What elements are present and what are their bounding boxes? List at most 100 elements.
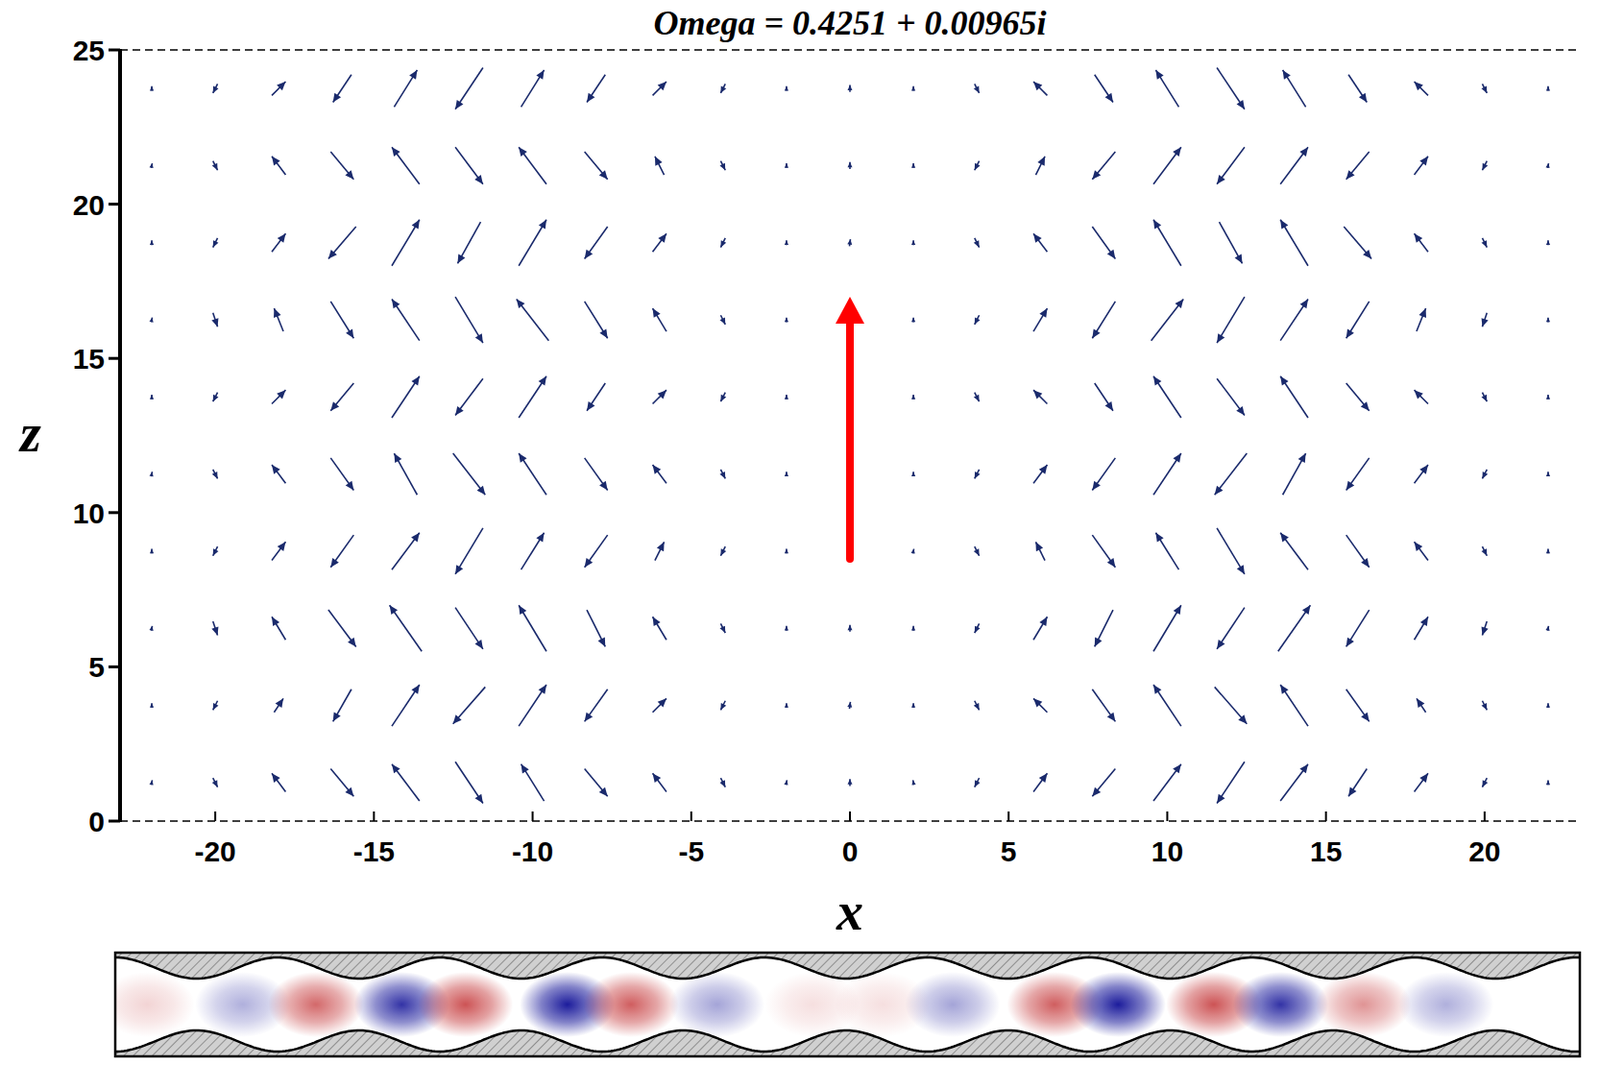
vector <box>784 471 789 477</box>
vector <box>973 392 980 403</box>
vector-shaft <box>1033 233 1047 252</box>
vector <box>1414 616 1429 640</box>
vector <box>393 70 417 107</box>
vector <box>1481 701 1488 711</box>
vector-head <box>784 394 789 400</box>
vector <box>1216 761 1245 803</box>
vector-head <box>1236 406 1245 416</box>
vector-shaft <box>1214 686 1248 724</box>
vector-head <box>1546 394 1551 400</box>
vector <box>1481 392 1488 403</box>
vector-head <box>1175 298 1185 309</box>
vector-shaft <box>1033 698 1047 712</box>
vector-shaft <box>1091 458 1116 491</box>
vector-head <box>848 778 853 785</box>
vector-head <box>455 99 463 110</box>
vector <box>1153 219 1182 267</box>
x-tick <box>532 811 534 822</box>
contour-blob <box>904 971 1000 1038</box>
vector <box>653 773 667 792</box>
vector <box>149 240 154 245</box>
vector <box>584 458 608 491</box>
vector-shaft <box>1346 609 1370 647</box>
vector-head <box>1283 70 1291 80</box>
vector <box>211 621 219 635</box>
vector-shaft <box>1094 609 1114 647</box>
vector-head <box>475 794 484 804</box>
vector-head <box>974 163 981 170</box>
vector-head <box>475 639 484 650</box>
vector <box>1414 541 1429 560</box>
vector <box>455 761 484 803</box>
x-tick <box>848 811 851 822</box>
vector-head <box>1107 249 1116 260</box>
vector-shaft <box>1343 226 1372 260</box>
vector <box>1546 471 1551 477</box>
arrow-head <box>835 296 865 324</box>
vector-head <box>719 163 726 170</box>
vector-head <box>273 308 282 318</box>
vector <box>1035 541 1045 560</box>
vector-head <box>1172 764 1182 775</box>
vector-head <box>599 328 607 339</box>
vector-head <box>653 773 662 783</box>
vector-head <box>212 163 219 170</box>
vector-shaft <box>653 698 667 712</box>
vector-head <box>1546 703 1551 708</box>
vector-shaft <box>1094 383 1114 412</box>
vector-head <box>1033 233 1043 243</box>
y-tick <box>108 48 121 52</box>
vector-head <box>213 86 219 94</box>
vector-head <box>653 464 662 475</box>
vector-head <box>911 703 916 708</box>
vector <box>1545 163 1550 169</box>
contour-blob <box>1233 971 1329 1038</box>
vector <box>1280 219 1309 267</box>
vector-head <box>1358 93 1367 103</box>
vector <box>911 549 916 555</box>
vector-head <box>149 317 154 323</box>
y-tick-label: 0 <box>88 805 105 838</box>
vector-head <box>911 240 916 245</box>
vector-head <box>149 394 154 400</box>
vector-head <box>584 249 594 260</box>
vector-head <box>213 240 219 247</box>
vector-shaft <box>1091 689 1116 723</box>
vector <box>1283 453 1307 495</box>
vector-shaft <box>974 777 980 788</box>
vector-shaft <box>330 534 354 568</box>
vector-shaft <box>1214 453 1248 495</box>
vector-head <box>719 779 726 787</box>
vector-head <box>1091 787 1101 798</box>
vector <box>1481 621 1489 635</box>
y-tick <box>108 665 121 669</box>
vector-head <box>584 712 594 723</box>
vector-head <box>598 637 607 648</box>
vector-shaft <box>653 81 667 96</box>
vector-head <box>149 240 154 245</box>
vector <box>391 376 420 418</box>
vector-shaft <box>518 376 547 418</box>
vector <box>1153 684 1182 727</box>
vector-shaft <box>1153 376 1182 418</box>
vector <box>1033 81 1047 96</box>
vector <box>1216 296 1245 343</box>
vector <box>1343 226 1372 260</box>
vector-head <box>974 316 981 324</box>
vector-shaft <box>393 453 417 495</box>
vector <box>455 296 484 343</box>
vector-shaft <box>586 74 606 103</box>
vector-head <box>1172 146 1182 157</box>
vector-shaft <box>1151 298 1185 340</box>
vector <box>784 549 789 555</box>
vector-shaft <box>1033 773 1047 792</box>
vector-head <box>1105 401 1114 412</box>
vector <box>1280 146 1309 184</box>
vector <box>1091 151 1116 180</box>
vector <box>1151 298 1185 340</box>
vector-head <box>1033 389 1043 399</box>
vector-head <box>1299 146 1309 157</box>
vector-shaft <box>1481 777 1487 788</box>
vector-shaft <box>974 469 980 480</box>
vector-head <box>1216 333 1225 343</box>
